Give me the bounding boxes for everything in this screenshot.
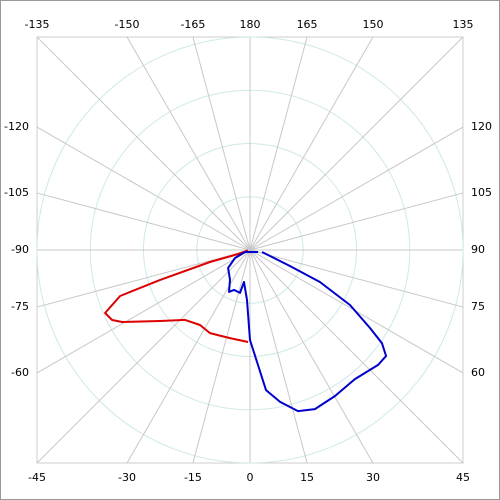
- angle-tick-label: 15: [300, 471, 314, 484]
- grid-spoke: [36, 249, 251, 374]
- grid-spoke: [36, 249, 251, 464]
- grid-spoke: [249, 249, 374, 464]
- angle-tick-label: 0: [247, 471, 254, 484]
- grid-spoke: [249, 249, 308, 464]
- angle-tick-label: -90: [11, 243, 29, 256]
- angle-tick-label: 45: [456, 471, 470, 484]
- grid-spoke: [249, 36, 308, 251]
- grid-spoke: [36, 192, 251, 251]
- grid-spoke: [249, 36, 374, 251]
- grid-spoke: [249, 249, 464, 308]
- angle-tick-label: -45: [28, 471, 46, 484]
- series-line: [227, 251, 388, 413]
- angle-tick-label: 75: [471, 300, 485, 313]
- angle-tick-label: -60: [11, 366, 29, 379]
- angle-tick-label: -105: [4, 186, 29, 199]
- grid-spoke: [249, 249, 464, 464]
- grid-spoke: [249, 36, 464, 251]
- angle-tick-label: -30: [118, 471, 136, 484]
- angle-tick-label: 180: [240, 18, 261, 31]
- grid-spoke: [192, 249, 251, 464]
- angle-tick-label: 105: [471, 186, 492, 199]
- angle-tick-label: 150: [362, 18, 383, 31]
- series-line: [104, 249, 249, 343]
- grid-spoke: [36, 36, 251, 251]
- grid-spoke: [249, 126, 464, 251]
- angle-tick-label: -120: [4, 120, 29, 133]
- angle-tick-label: -165: [180, 18, 205, 31]
- angle-tick-label: 60: [471, 366, 485, 379]
- angle-tick-label: 30: [366, 471, 380, 484]
- angle-tick-label: 90: [471, 243, 485, 256]
- angle-tick-label: -150: [115, 18, 140, 31]
- angle-tick-label: 165: [297, 18, 318, 31]
- angle-tick-label: -75: [11, 300, 29, 313]
- grid-spoke: [192, 36, 251, 251]
- angle-tick-label: -135: [25, 18, 50, 31]
- grid-spoke: [126, 36, 251, 251]
- grid-spoke: [36, 126, 251, 251]
- grid-spoke: [249, 192, 464, 251]
- angle-tick-label: 120: [471, 120, 492, 133]
- grid-spoke: [36, 249, 251, 308]
- angle-tick-label: -15: [184, 471, 202, 484]
- angle-tick-label: 135: [453, 18, 474, 31]
